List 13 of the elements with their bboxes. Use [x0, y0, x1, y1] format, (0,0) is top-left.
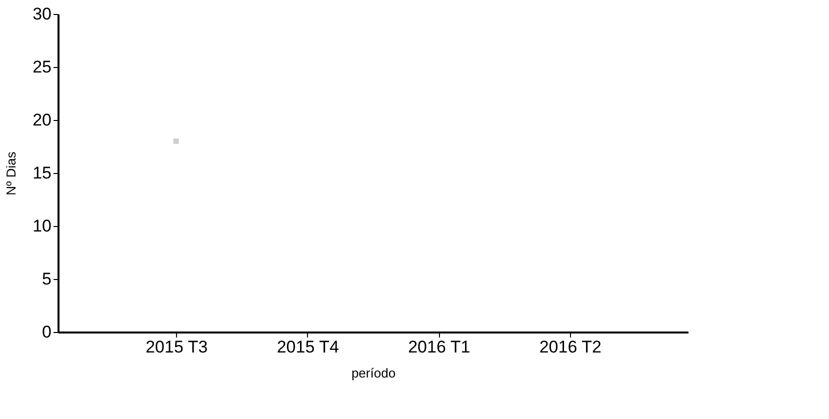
x-tick-label: 2016 T2: [539, 338, 602, 356]
y-tick-label: 0: [42, 322, 52, 342]
x-tick-label: 2015 T4: [276, 338, 339, 356]
x-axis-title: período: [351, 366, 396, 380]
y-tick-label: 25: [32, 58, 52, 76]
y-tick-label: 30: [32, 4, 52, 24]
y-tick-label: 20: [32, 110, 52, 130]
y-tick-label: 15: [32, 164, 52, 182]
x-tick-label: 2016 T1: [408, 338, 470, 356]
x-tick-label: 2015 T3: [146, 338, 208, 356]
y-tick-label: 10: [32, 216, 52, 236]
y-tick-label: 5: [42, 270, 52, 288]
y-axis-title: Nº Dias: [4, 151, 19, 196]
